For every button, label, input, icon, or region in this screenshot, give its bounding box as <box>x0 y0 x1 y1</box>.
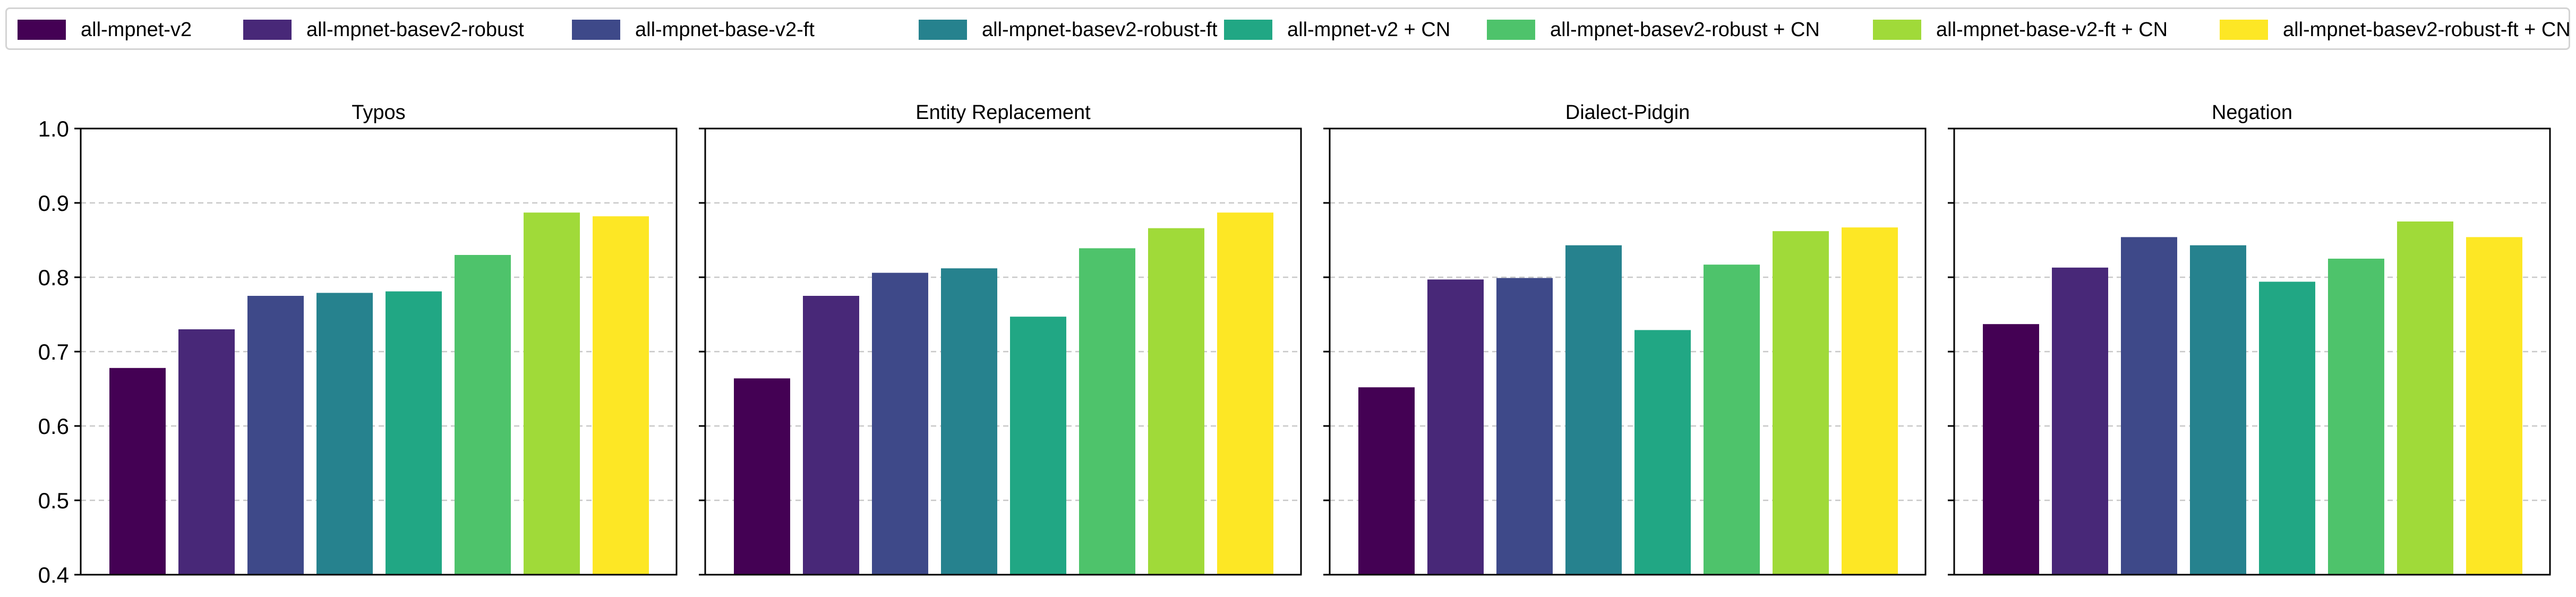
legend-item: all-mpnet-v2 <box>18 18 192 42</box>
bar <box>2190 245 2246 575</box>
panel-title: Entity Replacement <box>915 101 1091 124</box>
legend-label: all-mpnet-base-v2-ft + CN <box>1936 18 2168 41</box>
y-tick-label: 1.0 <box>38 116 69 141</box>
bar <box>178 329 235 575</box>
legend-item: all-mpnet-basev2-robust-ft <box>919 18 1218 42</box>
bar <box>593 216 649 575</box>
bar <box>1079 248 1135 575</box>
legend-label: all-mpnet-basev2-robust-ft + CN <box>2283 18 2571 41</box>
bar <box>1773 231 1829 575</box>
legend-swatch <box>1224 20 1272 40</box>
legend-label: all-mpnet-basev2-robust <box>306 18 524 41</box>
legend-swatch <box>2220 20 2268 40</box>
legend-item: all-mpnet-base-v2-ft <box>572 18 815 42</box>
legend-swatch <box>1873 20 1921 40</box>
panel-title: Dialect-Pidgin <box>1565 101 1690 124</box>
bar <box>2466 237 2522 575</box>
bar <box>2397 221 2453 575</box>
bar <box>1704 265 1760 575</box>
legend-swatch <box>18 20 66 40</box>
y-tick-label: 0.9 <box>38 191 69 216</box>
bar <box>386 291 442 575</box>
legend-label: all-mpnet-v2 <box>81 18 192 41</box>
y-tick-label: 0.8 <box>38 265 69 290</box>
bar <box>247 296 304 575</box>
bar <box>941 268 997 575</box>
chart-legend: all-mpnet-v2 all-mpnet-basev2-robust all-m… <box>5 7 2571 50</box>
legend-item: all-mpnet-base-v2-ft + CN <box>1873 18 2168 42</box>
legend-swatch <box>243 20 292 40</box>
bar <box>734 378 790 575</box>
bar <box>1496 278 1553 575</box>
legend-label: all-mpnet-basev2-robust + CN <box>1550 18 1820 41</box>
y-tick-label: 0.6 <box>38 414 69 439</box>
legend-label: all-mpnet-v2 + CN <box>1287 18 1451 41</box>
legend-swatch <box>1487 20 1535 40</box>
y-tick-label: 0.4 <box>38 562 69 587</box>
legend-label: all-mpnet-basev2-robust-ft <box>982 18 1218 41</box>
bar <box>1217 212 1273 575</box>
bar <box>2259 282 2315 575</box>
legend-item: all-mpnet-v2 + CN <box>1224 18 1450 42</box>
bar <box>1634 330 1691 575</box>
panel-title: Negation <box>2212 101 2292 124</box>
bar <box>1010 317 1066 575</box>
bar <box>455 255 511 575</box>
bar <box>2328 259 2384 575</box>
bar <box>2052 267 2108 575</box>
bar <box>524 212 580 575</box>
legend-swatch <box>572 20 620 40</box>
bar <box>872 272 928 575</box>
legend-label: all-mpnet-base-v2-ft <box>635 18 815 41</box>
bar <box>1565 245 1622 575</box>
bar <box>109 368 166 575</box>
bar <box>1148 228 1204 575</box>
bar <box>1358 387 1415 575</box>
legend-item: all-mpnet-basev2-robust-ft + CN <box>2220 18 2571 42</box>
legend-item: all-mpnet-basev2-robust + CN <box>1487 18 1820 42</box>
bar <box>1427 279 1484 575</box>
bar <box>316 293 373 575</box>
legend-item: all-mpnet-basev2-robust <box>243 18 524 42</box>
bar <box>803 296 859 575</box>
bar <box>2121 237 2177 575</box>
y-tick-label: 0.7 <box>38 339 69 364</box>
legend-swatch <box>919 20 967 40</box>
bar <box>1842 227 1898 575</box>
bar <box>1983 324 2039 575</box>
y-tick-label: 0.5 <box>38 488 69 513</box>
panel-title: Typos <box>352 101 405 124</box>
